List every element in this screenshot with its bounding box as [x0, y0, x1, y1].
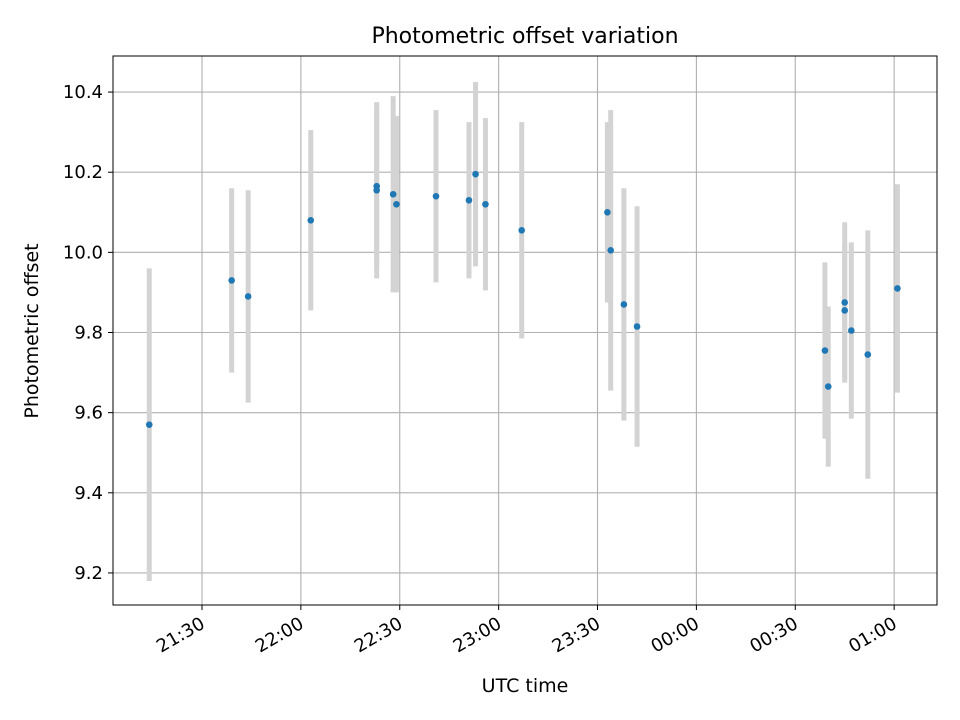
data-point — [373, 186, 380, 194]
y-tick-label: 9.6 — [74, 403, 103, 424]
data-point — [841, 307, 849, 314]
data-point — [848, 327, 855, 334]
data-point — [244, 293, 252, 300]
data-point — [841, 299, 849, 306]
y-tick-label: 9.2 — [74, 563, 103, 584]
y-tick-label: 10.4 — [63, 82, 103, 103]
data-point — [389, 190, 397, 198]
data-point — [604, 208, 611, 216]
data-point — [465, 196, 473, 204]
data-point — [607, 247, 614, 254]
data-point — [432, 192, 440, 200]
data-point — [824, 383, 832, 390]
data-point — [145, 421, 153, 428]
y-axis-label: Photometric offset — [21, 243, 43, 418]
data-point — [633, 323, 641, 330]
y-tick-label: 9.4 — [74, 483, 103, 504]
data-point — [482, 200, 489, 208]
chart-title: Photometric offset variation — [371, 24, 678, 49]
data-points — [145, 170, 901, 428]
x-axis-label: UTC time — [482, 675, 569, 697]
y-tick-label: 10.0 — [63, 242, 103, 263]
y-axis-ticks: 9.2 9.4 9.6 9.8 10.0 10.2 10.4 — [63, 82, 113, 584]
data-point — [894, 285, 901, 292]
data-point — [864, 351, 872, 358]
data-point — [393, 200, 400, 208]
plot-frame — [112, 55, 938, 606]
data-point — [821, 347, 829, 354]
y-tick-label: 10.2 — [63, 162, 103, 183]
data-point — [620, 301, 628, 308]
data-point — [307, 216, 315, 224]
y-tick-label: 9.8 — [74, 323, 103, 344]
data-point — [518, 227, 526, 234]
data-point — [228, 277, 235, 284]
data-point — [472, 170, 479, 178]
